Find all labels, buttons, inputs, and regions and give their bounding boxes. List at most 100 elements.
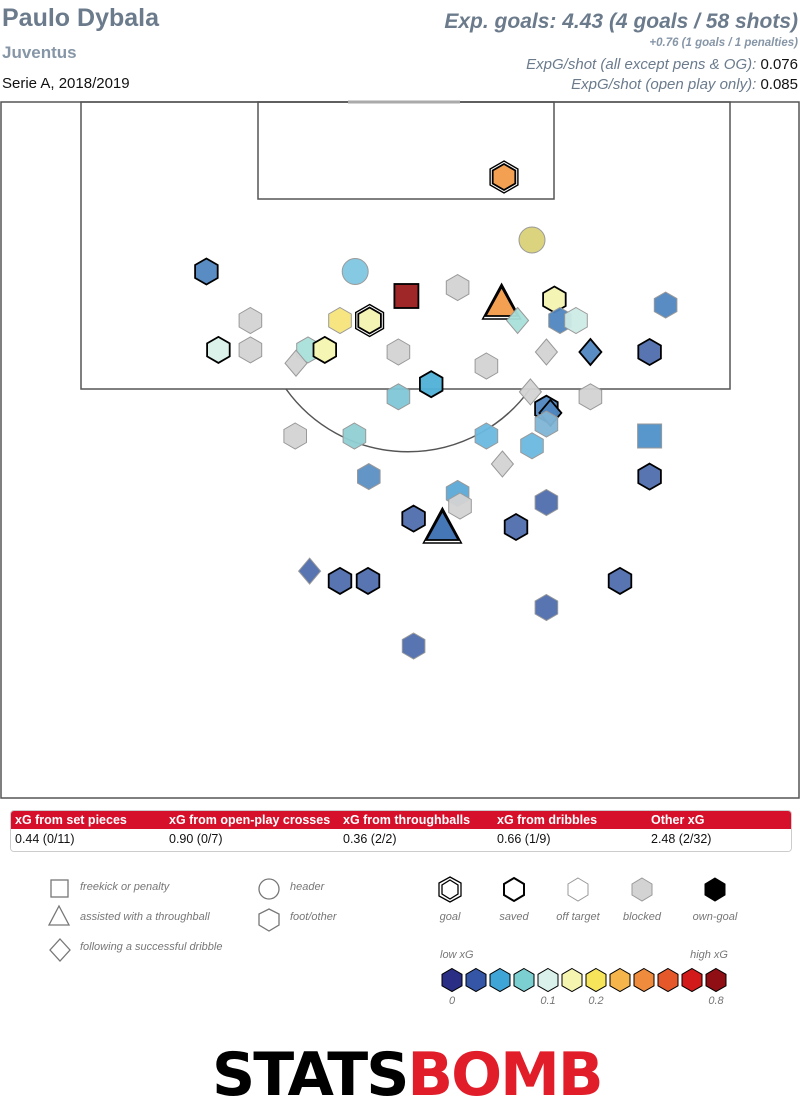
shot-marker bbox=[607, 566, 633, 595]
shot-marker bbox=[534, 488, 559, 517]
shot-marker bbox=[283, 422, 307, 450]
value-dribbles: 0.66 (1/9) bbox=[497, 832, 551, 846]
header-open-play-crosses: xG from open-play crosses bbox=[169, 813, 331, 827]
shot-marker bbox=[327, 566, 353, 595]
scale-swatch bbox=[441, 967, 463, 993]
team-name: Juventus bbox=[2, 43, 77, 62]
competition-label: Serie A, 2018/2019 bbox=[2, 75, 130, 92]
expected-goals-summary: Exp. goals: 4.43 (4 goals / 58 shots) bbox=[444, 10, 798, 33]
shot-map bbox=[0, 100, 800, 799]
header-throughballs: xG from throughballs bbox=[343, 813, 471, 827]
penalty-arc bbox=[285, 388, 531, 453]
shot-marker bbox=[578, 337, 603, 367]
header-other: Other xG bbox=[651, 813, 705, 827]
legend-low-xg-label: low xG bbox=[440, 949, 474, 961]
logo-stats-text: STATS bbox=[212, 1040, 409, 1110]
shots-layer bbox=[194, 160, 678, 660]
shot-marker bbox=[518, 378, 543, 406]
shot-marker bbox=[637, 337, 662, 367]
header-dribbles: xG from dribbles bbox=[497, 813, 598, 827]
shot-marker bbox=[490, 450, 515, 478]
shot-marker bbox=[206, 335, 231, 364]
pitch-outline bbox=[0, 101, 800, 799]
legend-throughball-label: assisted with a throughball bbox=[80, 911, 210, 923]
shot-marker bbox=[355, 303, 385, 338]
shot-marker bbox=[474, 352, 499, 380]
square-legend-icon bbox=[50, 879, 69, 898]
xg-color-scale bbox=[441, 967, 727, 993]
scale-tick-0-2: 0.2 bbox=[588, 995, 603, 1007]
value-other: 2.48 (2/32) bbox=[651, 832, 712, 846]
shot-marker bbox=[341, 258, 369, 285]
xg-breakdown-header: xG from set pieces xG from open-play cro… bbox=[11, 811, 791, 829]
statsbomb-logo: STATSBOMB bbox=[212, 1040, 604, 1110]
diamond-legend-icon bbox=[49, 938, 71, 962]
scale-swatch bbox=[633, 967, 655, 993]
xg-open-play-label: ExpG/shot (open play only): bbox=[571, 76, 757, 93]
legend-off-target-label: off target bbox=[556, 911, 600, 923]
value-throughballs: 0.36 (2/2) bbox=[343, 832, 397, 846]
shot-marker bbox=[474, 422, 499, 450]
shot-marker bbox=[505, 306, 530, 335]
scale-swatch bbox=[561, 967, 583, 993]
scale-swatch bbox=[585, 967, 607, 993]
off-target-legend-icon bbox=[567, 877, 589, 902]
legend-own-goal-label: own-goal bbox=[693, 911, 738, 923]
pitch-markings bbox=[0, 100, 800, 799]
shot-marker bbox=[534, 338, 559, 366]
shot-marker bbox=[357, 463, 381, 491]
xg-breakdown-table: xG from set pieces xG from open-play cro… bbox=[10, 810, 792, 852]
legend-saved-label: saved bbox=[499, 911, 529, 923]
shot-marker bbox=[653, 291, 678, 319]
scale-tick-0: 0 bbox=[449, 995, 456, 1007]
shot-marker bbox=[401, 504, 426, 533]
shot-marker bbox=[194, 257, 219, 286]
shot-marker bbox=[328, 306, 352, 335]
value-open-play-crosses: 0.90 (0/7) bbox=[169, 832, 223, 846]
shot-marker bbox=[448, 492, 472, 520]
legend-high-xg-label: high xG bbox=[690, 949, 728, 961]
goal-legend-icon bbox=[438, 876, 462, 903]
scale-swatch bbox=[537, 967, 559, 993]
hexagon-legend-icon bbox=[258, 908, 280, 932]
shot-marker bbox=[637, 462, 662, 491]
triangle-legend-icon bbox=[47, 904, 71, 926]
scale-tick-0-8: 0.8 bbox=[708, 995, 724, 1007]
shot-marker bbox=[284, 349, 308, 377]
shot-marker bbox=[637, 423, 663, 449]
shot-marker bbox=[534, 593, 559, 622]
shot-marker bbox=[489, 160, 519, 194]
legend-freekick-label: freekick or penalty bbox=[80, 881, 171, 893]
scale-tick-0-1: 0.1 bbox=[540, 995, 555, 1007]
scale-swatch bbox=[513, 967, 535, 993]
shot-marker bbox=[386, 338, 411, 366]
xg-breakdown-values: 0.44 (0/11) 0.90 (0/7) 0.36 (2/2) 0.66 (… bbox=[11, 829, 791, 851]
shot-marker bbox=[312, 335, 338, 364]
shot-marker bbox=[503, 512, 529, 542]
legend: freekick or penalty assisted with a thro… bbox=[47, 876, 738, 1007]
shot-marker bbox=[520, 432, 544, 460]
shot-marker bbox=[238, 306, 263, 335]
scale-swatch bbox=[705, 967, 727, 993]
scale-swatch bbox=[681, 967, 703, 993]
shot-marker bbox=[518, 226, 546, 254]
header-set-pieces: xG from set pieces bbox=[15, 813, 127, 827]
shot-marker bbox=[238, 336, 263, 364]
value-set-pieces: 0.44 (0/11) bbox=[15, 832, 75, 846]
shot-marker bbox=[534, 410, 559, 438]
shot-marker bbox=[422, 506, 463, 544]
legend-goal-label: goal bbox=[440, 911, 461, 923]
legend-blocked-label: blocked bbox=[623, 911, 662, 923]
shot-marker bbox=[445, 274, 470, 302]
legend-dribble-label: following a successful dribble bbox=[80, 941, 222, 953]
shot-marker bbox=[393, 283, 420, 309]
xg-per-shot-line: ExpG/shot (all except pens & OG): 0.076 bbox=[526, 56, 798, 73]
shot-marker bbox=[386, 383, 411, 411]
circle-legend-icon bbox=[258, 878, 280, 900]
scale-swatch bbox=[465, 967, 487, 993]
xg-open-play-value: 0.085 bbox=[760, 76, 798, 93]
legend-foot-label: foot/other bbox=[290, 911, 338, 923]
xg-per-shot-label: ExpG/shot (all except pens & OG): bbox=[526, 56, 757, 73]
own-goal-legend-icon bbox=[704, 877, 726, 902]
penalties-summary: +0.76 (1 goals / 1 penalties) bbox=[649, 37, 798, 49]
